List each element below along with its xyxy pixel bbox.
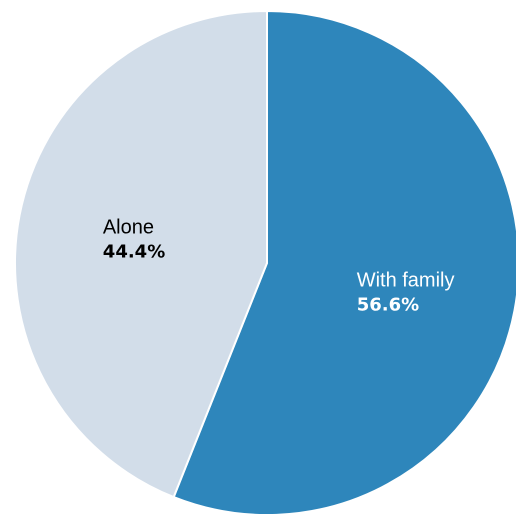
pie-slice-with-family bbox=[172, 10, 516, 514]
pie-slices bbox=[14, 10, 516, 514]
pie-labels: With family 56.6% Alone 44.4% bbox=[103, 216, 455, 315]
slice-value-alone: 44.4% bbox=[103, 241, 165, 262]
pie-slice-alone bbox=[14, 10, 268, 499]
slice-label-alone: Alone bbox=[103, 216, 154, 238]
slice-label-with-family: With family bbox=[357, 270, 455, 292]
slice-value-with-family: 56.6% bbox=[357, 295, 419, 316]
